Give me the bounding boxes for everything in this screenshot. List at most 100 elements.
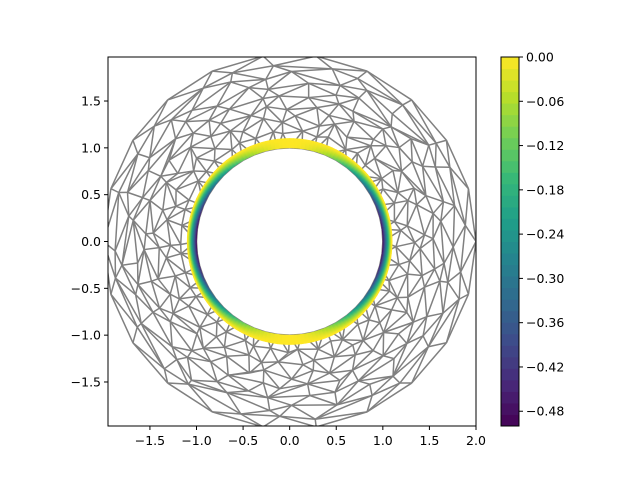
contour-fill bbox=[186, 138, 393, 345]
mesh-edge bbox=[391, 309, 407, 314]
mesh-edge bbox=[351, 354, 356, 371]
mesh-edge bbox=[381, 177, 399, 194]
x-tick-label: −0.5 bbox=[228, 433, 258, 448]
mesh-edge bbox=[357, 324, 364, 341]
mesh-edge bbox=[149, 199, 164, 211]
mesh-edge bbox=[265, 79, 269, 90]
mesh-edge bbox=[372, 332, 385, 351]
mesh-edge bbox=[279, 378, 293, 390]
mesh-edge bbox=[265, 95, 280, 108]
mesh-edge bbox=[137, 283, 161, 309]
mesh-edge bbox=[240, 409, 270, 415]
mesh-edge bbox=[395, 246, 411, 262]
mesh-edge bbox=[150, 280, 171, 295]
mesh-edge bbox=[358, 380, 370, 385]
contour-cell bbox=[301, 341, 307, 345]
mesh-edge bbox=[136, 322, 142, 328]
mesh-edge bbox=[189, 287, 197, 297]
mesh-edge bbox=[393, 192, 399, 204]
mesh-edge bbox=[171, 109, 193, 121]
mesh-edge bbox=[228, 374, 264, 384]
mesh-edge bbox=[238, 131, 244, 144]
mesh-edge bbox=[178, 287, 191, 300]
mesh-edge bbox=[199, 327, 205, 349]
mesh-edge bbox=[328, 103, 340, 116]
mesh-edge bbox=[186, 357, 193, 381]
mesh-edge bbox=[372, 349, 384, 357]
mesh-edge bbox=[151, 278, 159, 282]
mesh-edge bbox=[374, 296, 398, 307]
mesh-edge bbox=[273, 131, 283, 135]
mesh-edge bbox=[174, 275, 191, 289]
mesh-edge bbox=[336, 380, 359, 406]
mesh-edge bbox=[192, 170, 199, 182]
mesh-edge bbox=[163, 358, 178, 370]
mesh-edge bbox=[366, 395, 373, 413]
mesh-edge bbox=[362, 319, 370, 341]
mesh-edge bbox=[152, 307, 160, 313]
colorbar-level bbox=[501, 299, 519, 312]
mesh-edge bbox=[175, 272, 186, 277]
mesh-edge bbox=[267, 388, 281, 399]
mesh-edge bbox=[398, 321, 414, 335]
mesh-edge bbox=[206, 313, 218, 323]
mesh-edge bbox=[177, 146, 192, 174]
mesh-edge bbox=[315, 411, 368, 420]
mesh-edge bbox=[108, 268, 112, 295]
contour-cell bbox=[289, 138, 294, 140]
mesh-edge bbox=[368, 319, 380, 324]
mesh-edge bbox=[445, 140, 451, 168]
mesh-edge bbox=[352, 97, 360, 112]
mesh-edge bbox=[142, 196, 151, 202]
mesh-edge bbox=[279, 383, 308, 390]
mesh-edge bbox=[352, 349, 374, 371]
mesh-edge bbox=[145, 232, 154, 235]
mesh-edge bbox=[171, 345, 192, 352]
mesh-edge bbox=[187, 356, 211, 363]
mesh-edge bbox=[464, 188, 470, 226]
contour-cell bbox=[187, 249, 190, 254]
mesh-edge bbox=[346, 136, 372, 147]
colorbar-level bbox=[501, 276, 519, 289]
mesh-edge bbox=[279, 415, 316, 426]
mesh-edge bbox=[143, 249, 153, 282]
mesh-edge bbox=[390, 113, 393, 127]
mesh-edge bbox=[382, 309, 393, 333]
mesh-edge bbox=[239, 137, 256, 144]
y-tick-label: 0.0 bbox=[81, 234, 101, 249]
mesh-edge bbox=[279, 415, 316, 420]
mesh-edge bbox=[160, 175, 167, 183]
mesh-edge bbox=[406, 335, 424, 345]
mesh-edge bbox=[231, 142, 241, 151]
mesh-edge bbox=[128, 197, 144, 217]
mesh-edge bbox=[108, 253, 117, 279]
mesh-edge bbox=[132, 342, 169, 384]
contour-cell bbox=[186, 237, 189, 242]
colorbar-level bbox=[501, 229, 519, 242]
mesh-edge bbox=[220, 114, 252, 125]
mesh-edge bbox=[374, 145, 387, 159]
mesh-edge bbox=[166, 252, 182, 259]
mesh-edge bbox=[141, 170, 150, 198]
mesh-edge bbox=[434, 166, 445, 202]
mesh-edge bbox=[114, 264, 123, 279]
mesh-edge bbox=[165, 172, 179, 183]
mesh-edge bbox=[400, 229, 416, 244]
mesh-edge bbox=[369, 375, 394, 385]
mesh-edge bbox=[366, 382, 413, 413]
mesh-edge bbox=[220, 122, 231, 132]
mesh-edge bbox=[334, 120, 355, 125]
mesh-edge bbox=[248, 87, 264, 100]
colorbar-level bbox=[501, 80, 519, 93]
mesh-edge bbox=[316, 107, 321, 127]
mesh-edge bbox=[435, 139, 447, 144]
contour-cell bbox=[186, 245, 189, 250]
mesh-edge bbox=[432, 238, 445, 264]
mesh-edge bbox=[282, 130, 303, 135]
mesh-edge bbox=[364, 145, 372, 166]
mesh-edge bbox=[229, 97, 264, 110]
mesh-edge bbox=[385, 145, 403, 172]
mesh-edge bbox=[286, 108, 296, 117]
mesh-edge bbox=[262, 118, 274, 133]
mesh-edge bbox=[428, 144, 437, 168]
